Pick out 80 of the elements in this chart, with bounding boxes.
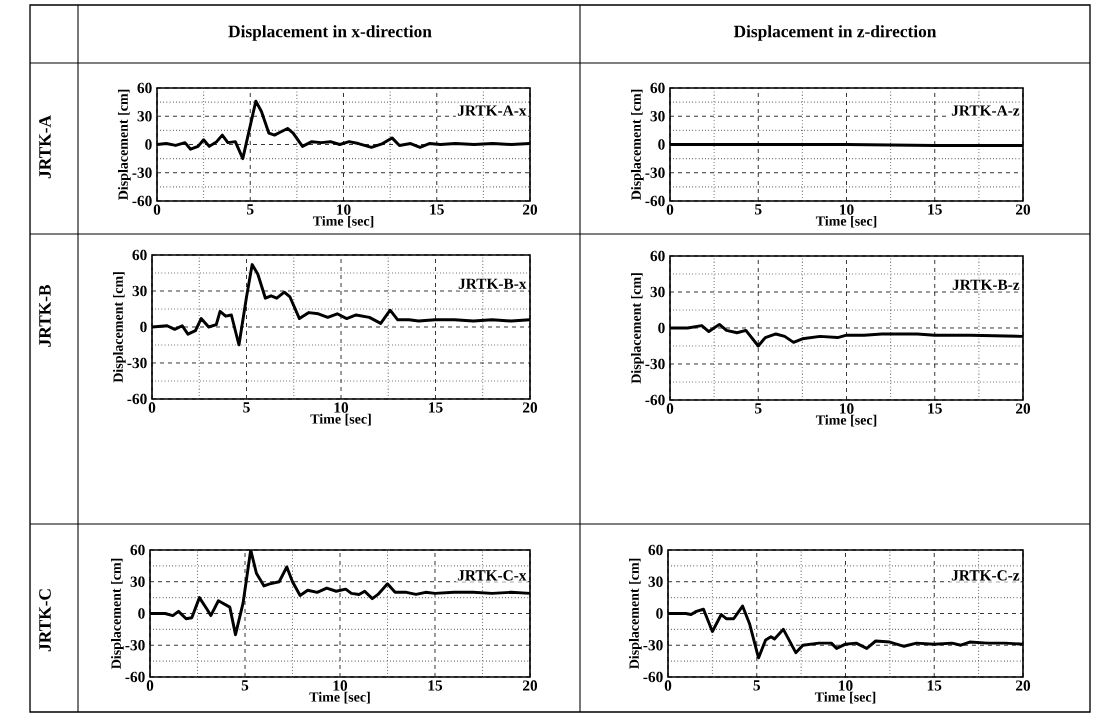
x-tick-label: 15 [928,204,942,215]
y-tick-label: 30 [137,111,152,122]
x-tick-label: 10 [840,403,854,414]
y-tick-label: -60 [125,671,145,683]
x-tick-label: 0 [666,403,674,414]
y-axis-title: Displacement [cm] [631,89,644,201]
x-tick-label: 10 [839,680,853,691]
x-tick-label: 10 [840,204,854,215]
x-tick-label: 10 [334,402,349,413]
x-tick-label: 5 [243,402,250,413]
y-tick-label: 30 [130,576,145,587]
y-tick-label: 0 [658,322,665,334]
y-tick-label: 30 [650,111,665,122]
y-tick-label: 30 [132,285,147,297]
text: Displacement in x-direction [228,25,432,41]
y-tick-label: -60 [645,195,665,207]
x-tick-label: 15 [429,402,443,413]
x-axis-title: Time [sec] [814,691,876,704]
annotation: JRTK-A-z [951,105,1020,116]
x-tick-label: 5 [753,680,761,691]
y-tick-label: 0 [658,139,665,150]
y-tick-label: 60 [650,250,665,262]
annotation: JRTK-B-x [458,278,527,289]
y-tick-label: -30 [127,357,147,369]
x-tick-label: 20 [522,680,538,691]
y-axis-title: Displacement [cm] [118,89,131,201]
x-tick-label: 20 [1015,204,1031,215]
y-axis-title: Displacement [cm] [111,558,124,670]
y-tick-label: 0 [656,608,663,619]
y-tick-label: -30 [125,640,145,651]
text: JRTK-A [39,115,51,179]
y-tick-label: -60 [643,671,663,683]
x-tick-label: 10 [333,680,348,691]
y-tick-label: 60 [132,249,147,261]
y-tick-label: -30 [645,167,665,178]
y-tick-label: -60 [127,393,147,405]
text: JRTK-B [39,284,51,347]
annotation: JRTK-B-z [952,279,1020,290]
y-tick-label: 30 [648,576,663,587]
x-axis-title: Time [sec] [310,413,371,426]
x-tick-label: 0 [666,204,674,215]
y-axis-title: Displacement [cm] [113,272,126,383]
annotation: JRTK-C-x [457,570,527,581]
x-tick-label: 5 [755,204,762,215]
y-tick-label: 30 [650,286,665,298]
x-tick-label: 15 [428,680,443,691]
x-axis-title: Time [sec] [815,414,877,427]
x-tick-label: 20 [522,204,538,215]
y-tick-label: 0 [140,321,147,333]
annotation: JRTK-C-z [951,570,1020,581]
annotation: JRTK-A-x [457,105,527,116]
y-tick-label: -60 [645,394,665,406]
x-tick-label: 15 [430,204,444,215]
x-tick-label: 5 [241,680,249,691]
x-tick-label: 10 [337,204,351,215]
y-tick-label: 0 [138,608,145,619]
y-tick-label: 60 [130,544,145,556]
y-tick-label: 60 [137,82,152,94]
y-tick-label: -30 [132,167,152,178]
y-tick-label: 60 [650,82,665,94]
x-axis-title: Time [sec] [312,215,374,228]
x-tick-label: 5 [247,204,254,215]
y-tick-label: -30 [643,640,663,651]
y-tick-label: 60 [648,544,663,556]
x-tick-label: 20 [522,402,538,413]
x-axis-title: Time [sec] [309,691,370,704]
x-tick-label: 20 [1015,680,1031,691]
y-tick-label: -30 [645,358,665,370]
x-tick-label: 15 [927,680,942,691]
y-axis-title: Displacement [cm] [629,558,642,670]
y-tick-label: 0 [145,139,152,150]
text: Displacement in z-direction [733,25,937,41]
text: JRTK-C [39,589,51,652]
y-tick-label: -60 [132,195,152,207]
x-tick-label: 15 [928,403,942,414]
y-axis-title: Displacement [cm] [631,273,644,384]
x-tick-label: 5 [755,403,762,414]
x-tick-label: 0 [153,204,161,215]
x-tick-label: 20 [1015,403,1031,414]
x-axis-title: Time [sec] [815,215,877,228]
